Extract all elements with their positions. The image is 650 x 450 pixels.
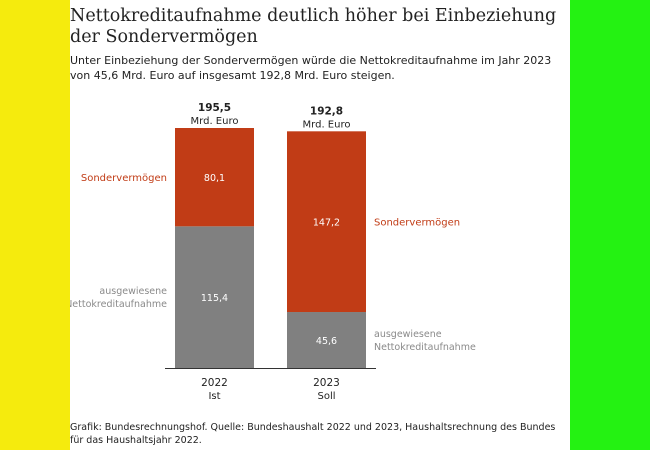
x-tick-year-2023: 2023	[313, 377, 340, 389]
total-unit-2023: Mrd. Euro	[303, 119, 351, 130]
bar-netto-2022	[175, 226, 254, 368]
data-label-sondervermoegen-2023: 147,2	[313, 218, 340, 229]
bar-sondervermoegen-2023	[287, 131, 366, 313]
background-stripe-right	[570, 0, 650, 450]
series-label-netto-left-line1: ausgewiesene	[99, 286, 167, 297]
total-value-2022: 195,5	[198, 102, 231, 114]
series-label-sondervermoegen-right: Sondervermögen	[374, 218, 460, 229]
total-value-2023: 192,8	[310, 105, 343, 117]
stacked-bar-chart: 115,4 80,1 195,5 Mrd. Euro 2022 Ist 45,6 147,2 1…	[70, 102, 476, 402]
series-label-netto-right-line1: ausgewiesene	[374, 329, 442, 340]
series-label-sondervermoegen-left: Sondervermögen	[81, 173, 167, 184]
x-tick-year-2022: 2022	[201, 377, 228, 389]
x-tick-sub-2023: Soll	[317, 391, 335, 402]
chart-panel: Nettokreditaufnahme deutlich höher bei E…	[70, 0, 570, 450]
chart-subtitle: Unter Einbeziehung der Sondervermögen wü…	[70, 54, 552, 82]
chart-title: Nettokreditaufnahme deutlich höher bei E…	[70, 6, 557, 47]
x-tick-sub-2022: Ist	[208, 391, 220, 402]
bar-netto-2023	[287, 312, 366, 368]
source-note: Grafik: Bundesrechnungshof. Quelle: Bund…	[70, 422, 556, 446]
series-label-netto-right-line2: Nettokreditaufnahme	[374, 342, 476, 353]
data-label-sondervermoegen-2022: 80,1	[204, 173, 225, 184]
bar-sondervermoegen-2022	[175, 128, 254, 227]
total-unit-2022: Mrd. Euro	[191, 116, 239, 127]
data-label-netto-2022: 115,4	[201, 293, 228, 304]
background-stripe-left	[0, 0, 70, 450]
series-label-netto-left-line2: Nettokreditaufnahme	[70, 299, 167, 310]
data-label-netto-2023: 45,6	[316, 336, 337, 347]
